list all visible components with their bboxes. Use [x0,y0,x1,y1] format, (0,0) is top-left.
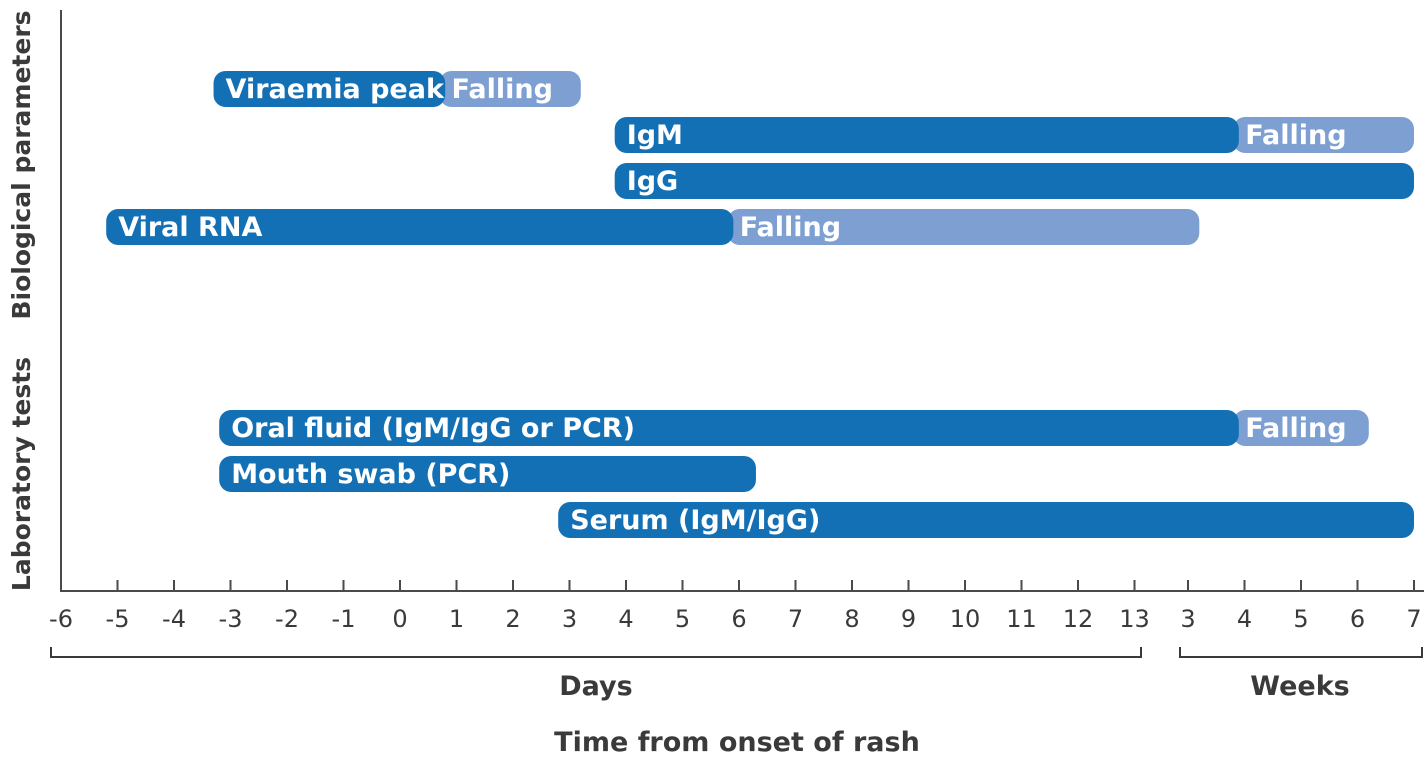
falling-bar-viral-rna [727,209,1200,245]
bar-label-viral-rna: Viral RNA [118,212,262,243]
days-bracket [50,647,1142,658]
x-axis-title: Time from onset of rash [554,727,920,758]
tick-label: -5 [106,605,130,633]
falling-bar-oral-fluid [1233,410,1369,446]
tick-label: 4 [618,605,633,633]
tick-label: 11 [1006,605,1037,633]
bar-oral-fluid [219,410,1239,446]
group-label-biological: Biological parameters [7,10,36,319]
tick-label: 10 [950,605,981,633]
falling-label-igm: Falling [1245,120,1346,151]
weeks-bracket [1179,647,1423,658]
bar-label-igm: IgM [627,120,683,151]
bar-group-igg: IgG [614,163,1414,199]
tick-label: 7 [1406,605,1421,633]
tick-label: 4 [1237,605,1252,633]
bar-group-serum: Serum (IgM/IgG) [558,502,1414,538]
tick-labels: -6 -5 -4 -3 -2 -1 0 1 2 3 4 5 6 7 8 9 10 11 12 13 3 4 5 6 7 [49,605,1422,633]
tick-label: 0 [392,605,407,633]
tick-label: 3 [1180,605,1195,633]
segment-label-days: Days [559,671,632,702]
tick-label: 6 [731,605,746,633]
bar-label-serum: Serum (IgM/IgG) [570,505,820,536]
bar-group-viral-rna: Falling Viral RNA [106,209,1200,245]
tick-label: -2 [275,605,299,633]
group-label-laboratory: Laboratory tests [7,357,36,591]
tick-label: 12 [1063,605,1094,633]
bar-label-igg: IgG [627,166,679,197]
bar-label-mouth-swab: Mouth swab (PCR) [231,459,510,490]
bar-mouth-swab [219,456,756,492]
tick-label: -3 [219,605,243,633]
bar-viral-rna [106,209,734,245]
tick-label: 13 [1119,605,1150,633]
bar-igg [614,163,1414,199]
bar-group-igm: Falling IgM [614,117,1414,153]
bar-group-oral-fluid: Falling Oral fluid (IgM/IgG or PCR) [219,410,1369,446]
bar-serum [558,502,1414,538]
x-axis [60,10,1424,592]
bar-group-mouth-swab: Mouth swab (PCR) [219,456,756,492]
tick-label: 1 [449,605,464,633]
falling-label-viral-rna: Falling [740,212,841,243]
falling-label-viraemia: Falling [452,74,553,105]
tick-label: 7 [788,605,803,633]
tick-label: -1 [332,605,356,633]
tick-label: 3 [562,605,577,633]
bar-viraemia [213,71,446,107]
bar-igm [614,117,1239,153]
bar-label-oral-fluid: Oral fluid (IgM/IgG or PCR) [231,413,635,444]
tick-label: 8 [844,605,859,633]
axis-brackets [50,647,1423,658]
tick-label: 2 [505,605,520,633]
falling-bar-viraemia [439,71,581,107]
tick-label: -4 [162,605,186,633]
tick-label: 6 [1350,605,1365,633]
tick-label: -6 [49,605,73,633]
tick-label: 9 [901,605,916,633]
bar-label-viraemia: Viraemia peak [226,74,445,105]
falling-label-oral-fluid: Falling [1245,413,1346,444]
tick-label: 5 [1293,605,1308,633]
segment-label-weeks: Weeks [1250,671,1349,702]
falling-bar-igm [1233,117,1414,153]
tick-label: 5 [675,605,690,633]
